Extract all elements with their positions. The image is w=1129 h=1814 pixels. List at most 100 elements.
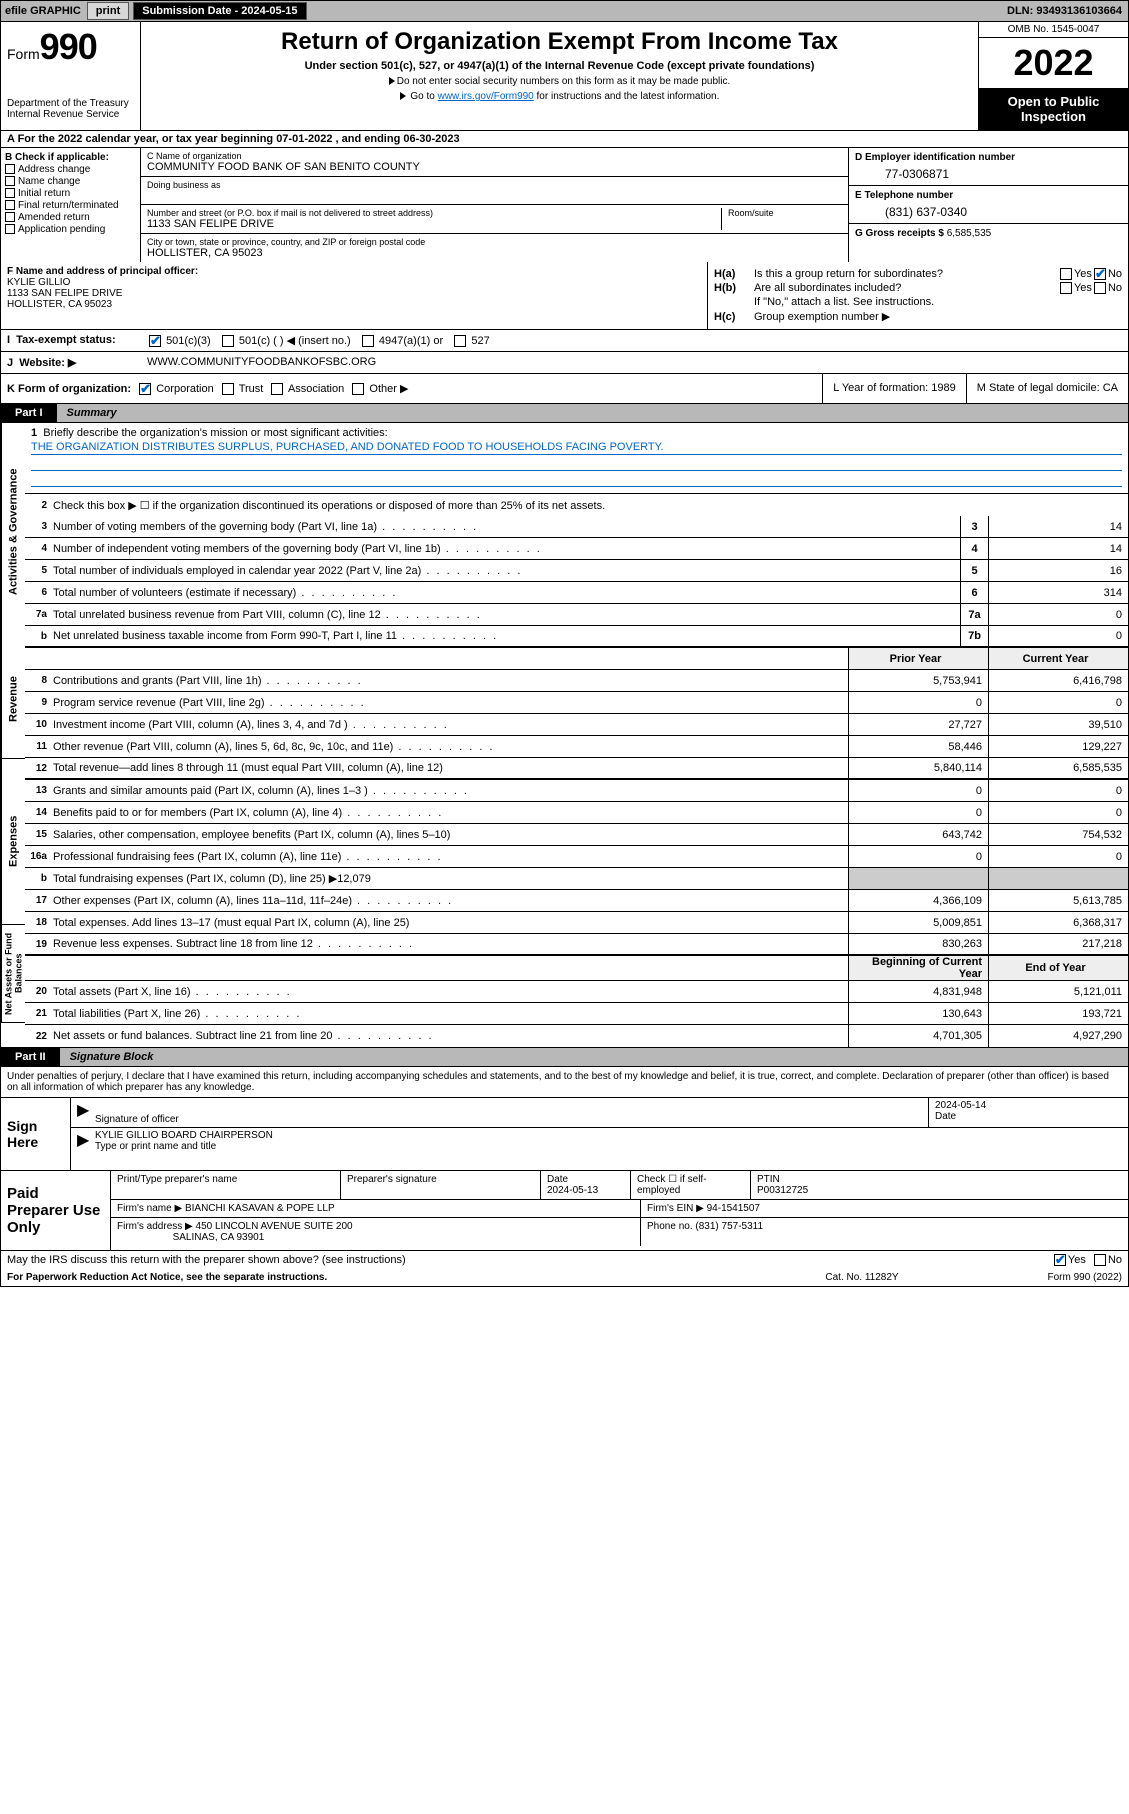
l12c: 6,585,535 bbox=[988, 758, 1128, 778]
line2: Check this box ▶ ☐ if the organization d… bbox=[53, 497, 1128, 514]
opt-501c3: 501(c)(3) bbox=[166, 335, 211, 347]
cat-no: Cat. No. 11282Y bbox=[762, 1272, 962, 1283]
prep-h4: Check ☐ if self-employed bbox=[631, 1171, 751, 1199]
hc-text: Group exemption number ▶ bbox=[754, 310, 1122, 323]
prep-h2: Preparer's signature bbox=[341, 1171, 541, 1199]
ck-final: Final return/terminated bbox=[18, 200, 119, 211]
form-ref: Form 990 (2022) bbox=[962, 1272, 1122, 1283]
l5t: Total number of individuals employed in … bbox=[53, 563, 960, 579]
note-goto-pre: Go to bbox=[410, 91, 437, 102]
irs-link[interactable]: www.irs.gov/Form990 bbox=[438, 91, 534, 102]
checkbox-icon[interactable] bbox=[149, 335, 161, 347]
l13t: Grants and similar amounts paid (Part IX… bbox=[53, 783, 848, 799]
public-inspection: Open to Public Inspection bbox=[979, 88, 1128, 130]
box-b: B Check if applicable: Address change Na… bbox=[1, 148, 141, 262]
l11p: 58,446 bbox=[848, 736, 988, 757]
l11t: Other revenue (Part VIII, column (A), li… bbox=[53, 739, 848, 755]
l7bt: Net unrelated business taxable income fr… bbox=[53, 628, 960, 644]
col-beg: Beginning of Current Year bbox=[848, 956, 988, 980]
checkbox-icon[interactable] bbox=[222, 335, 234, 347]
checkbox-icon[interactable] bbox=[1094, 282, 1106, 294]
checkbox-icon[interactable] bbox=[454, 335, 466, 347]
ck-name: Name change bbox=[18, 176, 80, 187]
l16at: Professional fundraising fees (Part IX, … bbox=[53, 849, 848, 865]
l19c: 217,218 bbox=[988, 934, 1128, 954]
gross-label: G Gross receipts $ bbox=[855, 228, 944, 239]
paperwork-notice: For Paperwork Reduction Act Notice, see … bbox=[7, 1272, 762, 1283]
ein-label: D Employer identification number bbox=[855, 152, 1122, 163]
row-a-period: A For the 2022 calendar year, or tax yea… bbox=[0, 131, 1129, 148]
firm-phone-label: Phone no. bbox=[647, 1221, 693, 1232]
form-title: Return of Organization Exempt From Incom… bbox=[151, 28, 968, 56]
l14c: 0 bbox=[988, 802, 1128, 823]
l20p: 4,831,948 bbox=[848, 981, 988, 1002]
checkbox-icon[interactable] bbox=[5, 176, 15, 186]
block-bcdeg: B Check if applicable: Address change Na… bbox=[0, 148, 1129, 262]
gross-value: 6,585,535 bbox=[947, 228, 992, 239]
l15p: 643,742 bbox=[848, 824, 988, 845]
mission-blank bbox=[31, 457, 1122, 471]
opt-4947: 4947(a)(1) or bbox=[379, 335, 443, 347]
l4t: Number of independent voting members of … bbox=[53, 541, 960, 557]
discuss-row: May the IRS discuss this return with the… bbox=[0, 1251, 1129, 1269]
print-button[interactable]: print bbox=[87, 2, 129, 20]
sign-here-label: Sign Here bbox=[1, 1098, 71, 1170]
sig-label: Signature of officer bbox=[95, 1114, 179, 1125]
firm-addr-label: Firm's address ▶ bbox=[117, 1221, 193, 1232]
l4v: 14 bbox=[988, 538, 1128, 559]
checkbox-icon[interactable] bbox=[139, 383, 151, 395]
checkbox-icon[interactable] bbox=[222, 383, 234, 395]
signer-name-label: Type or print name and title bbox=[95, 1141, 216, 1152]
l6v: 314 bbox=[988, 582, 1128, 603]
l3v: 14 bbox=[988, 516, 1128, 537]
checkbox-icon[interactable] bbox=[5, 212, 15, 222]
checkbox-icon[interactable] bbox=[5, 188, 15, 198]
ha-text: Is this a group return for subordinates? bbox=[754, 268, 1058, 280]
part1-title: Summary bbox=[57, 404, 1128, 422]
checkbox-icon[interactable] bbox=[1060, 282, 1072, 294]
l17p: 4,366,109 bbox=[848, 890, 988, 911]
firm-addr1: 450 LINCOLN AVENUE SUITE 200 bbox=[196, 1221, 353, 1232]
vtab-revenue: Revenue bbox=[1, 641, 25, 759]
l20t: Total assets (Part X, line 16) bbox=[53, 984, 848, 1000]
checkbox-icon[interactable] bbox=[5, 224, 15, 234]
part1-num: Part I bbox=[1, 404, 57, 422]
arrow-icon: ▶ bbox=[71, 1128, 89, 1154]
l17t: Other expenses (Part IX, column (A), lin… bbox=[53, 893, 848, 909]
dln: DLN: 93493136103664 bbox=[1007, 5, 1128, 17]
sign-date: 2024-05-14 bbox=[935, 1100, 1122, 1111]
col-curr: Current Year bbox=[988, 648, 1128, 669]
checkbox-icon[interactable] bbox=[5, 164, 15, 174]
l19t: Revenue less expenses. Subtract line 18 … bbox=[53, 936, 848, 952]
l19p: 830,263 bbox=[848, 934, 988, 954]
checkbox-icon[interactable] bbox=[1094, 268, 1106, 280]
preparer-title: Paid Preparer Use Only bbox=[1, 1171, 111, 1250]
l11c: 129,227 bbox=[988, 736, 1128, 757]
officer-addr1: 1133 SAN FELIPE DRIVE bbox=[7, 288, 701, 299]
l22t: Net assets or fund balances. Subtract li… bbox=[53, 1028, 848, 1044]
checkbox-icon[interactable] bbox=[1054, 1254, 1066, 1266]
checkbox-icon[interactable] bbox=[352, 383, 364, 395]
checkbox-icon[interactable] bbox=[1060, 268, 1072, 280]
sign-block: Sign Here ▶ Signature of officer 2024-05… bbox=[0, 1098, 1129, 1171]
checkbox-icon[interactable] bbox=[271, 383, 283, 395]
l20c: 5,121,011 bbox=[988, 981, 1128, 1002]
note-goto-post: for instructions and the latest informat… bbox=[534, 91, 720, 102]
discuss-text: May the IRS discuss this return with the… bbox=[7, 1254, 1052, 1266]
ck-initial: Initial return bbox=[18, 188, 70, 199]
summary-table: Activities & Governance Revenue Expenses… bbox=[0, 423, 1129, 1048]
checkbox-icon[interactable] bbox=[5, 200, 15, 210]
opt-trust: Trust bbox=[239, 383, 264, 395]
website-value: WWW.COMMUNITYFOODBANKOFSBC.ORG bbox=[141, 352, 1128, 373]
l14p: 0 bbox=[848, 802, 988, 823]
org-name-label: C Name of organization bbox=[147, 151, 842, 161]
form-header: Form990 Department of the Treasury Inter… bbox=[0, 22, 1129, 131]
vtab-netassets: Net Assets or Fund Balances bbox=[1, 925, 25, 1023]
website-label: Website: ▶ bbox=[19, 357, 76, 369]
l8c: 6,416,798 bbox=[988, 670, 1128, 691]
l16bt: Total fundraising expenses (Part IX, col… bbox=[53, 870, 848, 887]
checkbox-icon[interactable] bbox=[1094, 1254, 1106, 1266]
l10c: 39,510 bbox=[988, 714, 1128, 735]
l18t: Total expenses. Add lines 13–17 (must eq… bbox=[53, 915, 848, 931]
checkbox-icon[interactable] bbox=[362, 335, 374, 347]
